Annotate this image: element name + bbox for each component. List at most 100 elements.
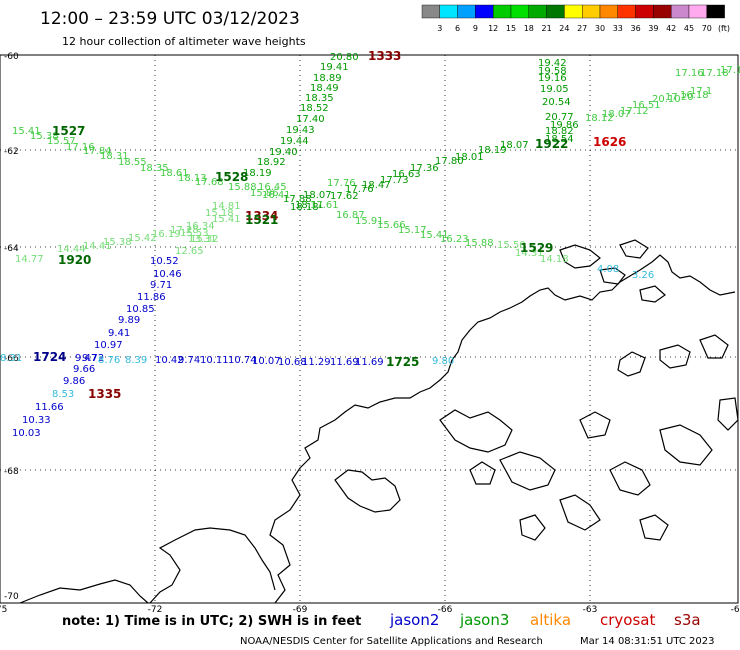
wave-height-value: 16.18: [680, 90, 709, 101]
wave-height-value: 17.80: [435, 156, 464, 167]
wave-height-value: 9.80: [432, 356, 454, 367]
wave-height-value: 15.91: [355, 216, 384, 227]
wave-height-value: 16.45: [258, 182, 287, 193]
wave-height-value: 8.53: [52, 389, 74, 400]
wave-height-value: 19.44: [280, 136, 309, 147]
wave-height-value: 18.13: [178, 173, 207, 184]
wave-height-value: 18.54: [545, 134, 574, 145]
lat-tick-label: -64: [4, 244, 19, 254]
scale-label: 12: [488, 24, 498, 33]
legend-cryosat: cryosat: [600, 611, 655, 629]
lat-tick-label: -62: [4, 147, 19, 157]
wave-height-value: 8.76: [98, 355, 120, 366]
wave-height-value: 16.63: [392, 169, 421, 180]
wave-height-value: 15.38: [30, 131, 59, 142]
wave-height-value: 18.55: [118, 157, 147, 168]
wave-height-value: 17.62: [330, 191, 359, 202]
scale-swatch: [671, 4, 690, 19]
wave-height-value: 11.69: [355, 357, 384, 368]
wave-height-value: 17.16: [675, 68, 704, 79]
footer-credit: NOAA/NESDIS Center for Satellite Applica…: [240, 636, 543, 647]
wave-height-value: 9.47: [75, 353, 97, 364]
wave-height-value: 18.61: [160, 168, 189, 179]
wave-height-value: 14.18: [540, 254, 569, 265]
axis-tick-labels: -60 -62 -64 -66 -68 -70 -75 -72 -69 -66 -63 -60: [0, 52, 740, 615]
wave-height-value: 15.32: [190, 234, 219, 245]
pass-time-label: 1335: [88, 387, 121, 401]
lat-tick-label: -66: [4, 354, 19, 364]
wave-height-value: 18.89: [313, 73, 342, 84]
scale-swatch: [706, 4, 725, 19]
map-frame: [0, 54, 739, 604]
pass-time-label: 1521: [245, 213, 278, 227]
wave-height-value: 17.73: [380, 175, 409, 186]
wave-height-value: 13.31: [188, 234, 217, 245]
wave-height-value: 9.71: [150, 280, 172, 291]
wave-height-value: 9.41: [108, 328, 130, 339]
wave-height-value: 20.77: [545, 112, 574, 123]
wave-height-value: 17.61: [310, 200, 339, 211]
wave-height-value: 15.41: [212, 214, 241, 225]
wave-height-value: 15.42: [128, 233, 157, 244]
pass-time-label: 1528: [215, 170, 248, 184]
wave-height-value: 11.86: [137, 292, 166, 303]
wave-height-value: 18.01: [455, 152, 484, 163]
lon-tick-label: -75: [0, 605, 7, 615]
wave-height-value: 19.41: [320, 62, 349, 73]
scale-label: 15: [506, 24, 516, 33]
wave-height-value: 11.66: [35, 402, 64, 413]
legend-altika: altika: [530, 611, 571, 629]
scale-label: 27: [577, 24, 587, 33]
wave-height-value: 16.51: [632, 100, 661, 111]
wave-height-value: 17.84: [83, 146, 112, 157]
wave-height-value: 10.03: [12, 428, 41, 439]
wave-height-value: 10.42: [155, 355, 184, 366]
scale-swatch: [635, 4, 654, 19]
wave-height-value: 9.66: [73, 364, 95, 375]
wave-height-value: 20.80: [330, 52, 359, 63]
map-title: 12:00 – 23:59 UTC 03/12/2023: [40, 9, 300, 29]
wave-height-value: 15.53: [180, 228, 209, 239]
wave-height-value: 17.12: [620, 106, 649, 117]
wave-height-value: 18.07: [303, 190, 332, 201]
wave-height-value: 14.44: [57, 244, 86, 255]
lon-tick-label: -72: [148, 605, 163, 615]
wave-height-value: 15.41: [12, 126, 41, 137]
wave-height-value: 18.47: [362, 180, 391, 191]
wave-height-value: 15.50: [497, 240, 526, 251]
wave-height-value: 10.46: [153, 269, 182, 280]
wave-height-value: 3.26: [632, 270, 654, 281]
pass-time-label: 1529: [520, 241, 553, 255]
wave-height-value: 18.11: [295, 200, 324, 211]
pass-time-label: 1920: [58, 253, 91, 267]
scale-swatch: [493, 4, 512, 19]
wave-height-value: 15.88: [465, 238, 494, 249]
scale-swatch: [546, 4, 565, 19]
wave-height-value: 17.28: [170, 225, 199, 236]
wave-height-value: 10.33: [22, 415, 51, 426]
wave-height-value: 18.92: [257, 157, 286, 168]
wave-height-value: 10.74: [228, 355, 257, 366]
wave-height-value: 19.05: [540, 84, 569, 95]
scale-swatch: [457, 4, 476, 19]
wave-height-value: 19.58: [538, 66, 567, 77]
wave-height-value: 15.17: [398, 225, 427, 236]
wave-height-value: 16.34: [186, 221, 215, 232]
wave-height-value: 19.43: [286, 125, 315, 136]
legend-jason2: jason2: [389, 611, 439, 629]
wave-height-value: 11.29: [302, 357, 331, 368]
lon-tick-label: -63: [583, 605, 598, 615]
scale-label: 18: [524, 24, 534, 33]
wave-height-value: 18.18: [290, 202, 319, 213]
scale-label: 21: [542, 24, 552, 33]
footer-note: note: 1) Time is in UTC; 2) SWH is in fe…: [62, 614, 361, 629]
wave-height-value: 10.85: [126, 304, 155, 315]
scale-label: 42: [666, 24, 676, 33]
scale-swatch: [510, 4, 529, 19]
wave-height-value: 9.89: [118, 315, 140, 326]
wave-height-value: 9.74: [178, 355, 200, 366]
wave-height-value: 17.16: [66, 142, 95, 153]
scale-label: 70: [702, 24, 712, 33]
wave-height-value: 17.20: [665, 92, 694, 103]
